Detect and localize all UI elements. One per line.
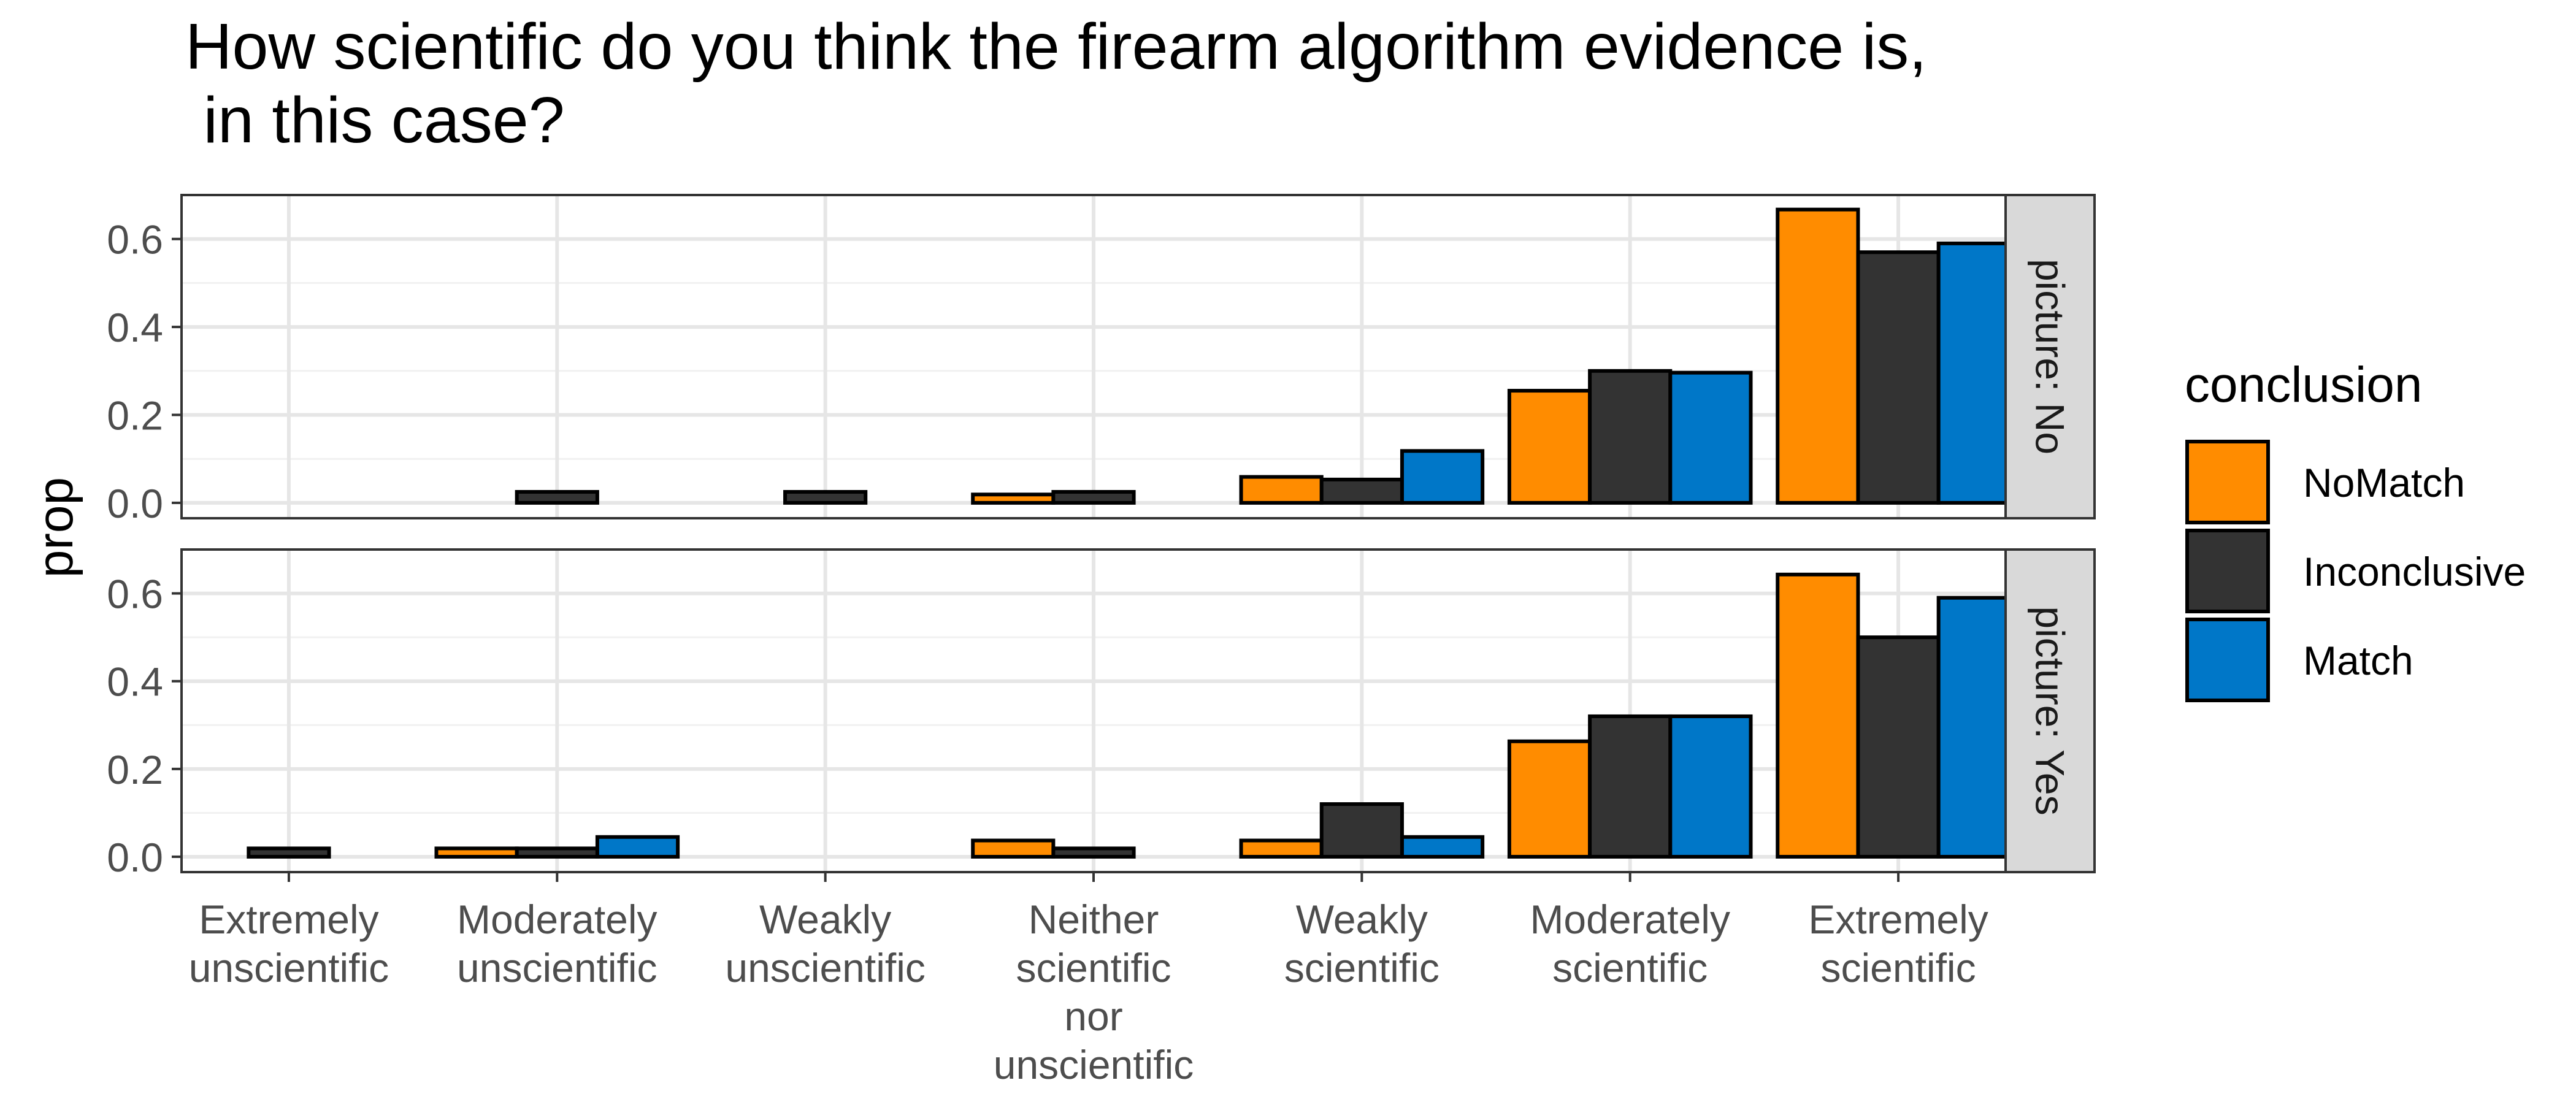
legend-label: Inconclusive xyxy=(2303,549,2526,594)
x-tick-label: Moderately xyxy=(1530,897,1730,942)
x-axis: ExtremelyunscientificModeratelyunscienti… xyxy=(189,872,1988,1087)
x-tick-label: unscientific xyxy=(994,1042,1194,1087)
x-tick-label: Extremely xyxy=(199,897,378,942)
bar-inconclusive xyxy=(1319,477,1404,505)
y-tick-label: 0.6 xyxy=(107,217,163,262)
bar-inconclusive xyxy=(1856,250,1941,505)
legend: conclusion NoMatch Inconclusive Match xyxy=(2185,357,2526,702)
bar-nomatch xyxy=(971,492,1056,505)
bar-inconclusive xyxy=(247,846,331,859)
x-tick-label: scientific xyxy=(1016,945,1171,990)
y-tick-label: 0.0 xyxy=(107,835,163,880)
legend-label: NoMatch xyxy=(2303,460,2465,505)
bar-inconclusive xyxy=(1051,489,1136,505)
bar-match xyxy=(595,835,680,859)
x-tick-label: nor xyxy=(1064,994,1122,1039)
bar-inconclusive xyxy=(515,489,599,505)
y-tick-label: 0.6 xyxy=(107,572,163,617)
legend-swatch-inconclusive xyxy=(2185,529,2270,613)
facet-panel: 0.0 0.2 0.4 0.6 picture: Yes xyxy=(107,548,2096,880)
x-tick-label: unscientific xyxy=(725,945,926,990)
y-tick-label: 0.4 xyxy=(107,305,163,350)
y-tick-label: 0.2 xyxy=(107,747,163,792)
y-tick-label: 0.4 xyxy=(107,659,163,705)
x-tick-label: Moderately xyxy=(457,897,657,942)
legend-swatch-match xyxy=(2185,618,2270,702)
facet-strip xyxy=(2004,548,2096,873)
facet-strip-label: picture: Yes xyxy=(2028,606,2073,815)
bar-inconclusive xyxy=(783,489,868,505)
legend-label: Match xyxy=(2303,638,2413,683)
bar-match xyxy=(1668,714,1753,859)
facet-strip-label: picture: No xyxy=(2028,259,2073,454)
facet-strip xyxy=(2004,194,2096,519)
x-tick-label: Weakly xyxy=(1296,897,1428,942)
bar-nomatch xyxy=(1239,838,1324,859)
bar-nomatch xyxy=(1776,207,1860,505)
bar-nomatch xyxy=(971,838,1056,859)
legend-title: conclusion xyxy=(2185,357,2422,413)
bar-inconclusive xyxy=(1319,802,1404,859)
x-tick-label: unscientific xyxy=(189,945,389,990)
x-tick-label: Weakly xyxy=(759,897,891,942)
chart-title-line-1: How scientific do you think the firearm … xyxy=(185,10,1927,83)
bar-match xyxy=(1400,835,1485,859)
bar-nomatch xyxy=(1507,739,1592,859)
x-tick-label: Extremely xyxy=(1808,897,1988,942)
x-tick-label: scientific xyxy=(1284,945,1439,990)
legend-swatch-nomatch xyxy=(2185,440,2270,524)
bar-nomatch xyxy=(1507,389,1592,505)
y-tick-label: 0.2 xyxy=(107,393,163,439)
x-tick-label: scientific xyxy=(1821,945,1976,990)
y-axis-label: prop xyxy=(28,477,83,578)
bar-match xyxy=(1400,449,1485,505)
bar-nomatch xyxy=(434,846,519,859)
facet-panels: 0.0 0.2 0.4 0.6 picture: No 0.0 0.2 0.4 0.6 pictu… xyxy=(107,194,2096,880)
bar-inconclusive xyxy=(1588,714,1673,859)
y-tick-label: 0.0 xyxy=(107,481,163,526)
bar-match xyxy=(1668,370,1753,505)
chart-title-line-2: in this case? xyxy=(185,84,565,156)
bar-inconclusive xyxy=(1856,635,1941,859)
facet-panel: 0.0 0.2 0.4 0.6 picture: No xyxy=(107,194,2096,526)
bar-nomatch xyxy=(1776,572,1860,859)
x-tick-label: scientific xyxy=(1552,945,1708,990)
x-tick-label: unscientific xyxy=(457,945,657,990)
bar-nomatch xyxy=(1239,475,1324,505)
x-tick-label: Neither xyxy=(1029,897,1159,942)
bar-inconclusive xyxy=(1588,369,1673,505)
bar-inconclusive xyxy=(515,846,599,859)
bar-inconclusive xyxy=(1051,846,1136,859)
